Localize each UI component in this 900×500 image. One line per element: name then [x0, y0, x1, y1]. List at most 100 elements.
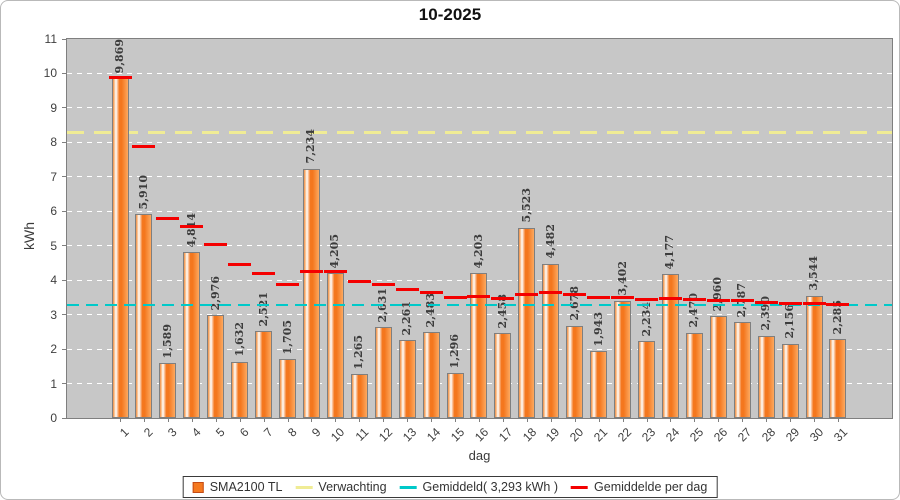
x-tick-label-22: 22 — [615, 425, 635, 445]
bar-value-label-day-22: 3,402 — [615, 261, 629, 296]
bar-day-27 — [733, 321, 751, 418]
verwachting-line-swatch-icon — [295, 485, 313, 489]
bar-value-label-day-1: 9,869 — [113, 39, 126, 73]
y-tick-mark-4 — [62, 279, 66, 281]
bar-day-3 — [159, 363, 177, 418]
bar-value-label-day-3: 1,589 — [160, 323, 174, 359]
bar-value-label-day-18: 5,523 — [519, 188, 533, 223]
gemiddeld-line-swatch-icon — [399, 485, 417, 489]
x-tick-mark-12 — [383, 419, 385, 422]
bar-day-1 — [111, 77, 129, 418]
bar-value-label-day-16: 4,203 — [471, 233, 485, 269]
y-tick-label-10: 10 — [43, 66, 57, 81]
bar-value-label-day-19: 4,482 — [543, 224, 557, 259]
x-tick-label-3: 3 — [165, 425, 180, 440]
bar-day-24 — [661, 274, 679, 418]
x-tick-label-10: 10 — [327, 425, 348, 445]
x-tick-mark-24 — [670, 419, 672, 422]
x-tick-mark-11 — [359, 419, 361, 422]
x-tick-mark-31 — [837, 419, 839, 422]
bar-value-label-day-7: 2,521 — [256, 291, 270, 327]
bar-value-label-day-8: 1,705 — [280, 319, 294, 355]
y-tick-label-3: 3 — [50, 307, 57, 322]
bar-day-9 — [302, 168, 320, 418]
gemiddelde-per-dag-segment-day-5 — [204, 243, 228, 247]
bar-day-19 — [542, 263, 560, 418]
bar-day-26 — [709, 316, 727, 418]
x-tick-label-11: 11 — [352, 425, 372, 444]
gemiddelde-per-dag-segment-day-11 — [347, 279, 371, 283]
x-tick-label-9: 9 — [308, 425, 324, 440]
gemiddelde-per-dag-line-swatch-icon — [571, 485, 589, 489]
bar-day-25 — [685, 332, 703, 418]
x-tick-mark-4 — [191, 419, 193, 422]
legend-item-gemiddeld: Gemiddeld( 3,293 kWh ) — [399, 480, 558, 494]
y-tick-label-5: 5 — [50, 238, 57, 253]
y-tick-mark-11 — [62, 38, 66, 40]
x-tick-mark-7 — [263, 419, 265, 422]
y-tick-mark-7 — [62, 176, 66, 178]
bar-value-label-day-21: 1,943 — [591, 311, 605, 347]
gemiddelde-per-dag-segment-day-30 — [802, 301, 826, 305]
bar-day-5 — [207, 315, 225, 418]
x-tick-mark-30 — [814, 419, 816, 422]
bar-value-label-day-4: 4,814 — [184, 212, 198, 248]
x-tick-mark-5 — [215, 419, 217, 422]
gemiddelde-per-dag-segment-day-12 — [371, 283, 395, 287]
bar-value-label-day-30: 3,544 — [807, 256, 821, 291]
gemiddelde-per-dag-segment-day-23 — [635, 297, 659, 301]
gemiddelde-per-dag-segment-day-16 — [467, 294, 491, 298]
gemiddelde-per-dag-segment-day-18 — [515, 292, 539, 296]
x-tick-label-27: 27 — [734, 425, 755, 445]
legend-series-label: SMA2100 TL — [209, 480, 283, 494]
x-tick-label-14: 14 — [423, 425, 444, 445]
x-tick-label-8: 8 — [284, 425, 300, 440]
bar-value-label-day-23: 2,234 — [639, 301, 653, 337]
y-tick-mark-0 — [62, 417, 66, 419]
bar-value-label-day-13: 2,261 — [400, 300, 414, 336]
chart-title: 10-2025 — [418, 5, 482, 24]
gridline-10 — [67, 72, 892, 74]
bar-day-7 — [255, 331, 273, 418]
x-tick-mark-19 — [550, 419, 552, 422]
y-tick-mark-1 — [62, 383, 66, 385]
bar-day-18 — [518, 227, 536, 418]
gemiddelde-per-dag-segment-day-8 — [276, 282, 300, 286]
gemiddelde-per-dag-segment-day-29 — [778, 302, 802, 306]
gemiddelde-per-dag-segment-day-10 — [323, 270, 347, 274]
x-tick-label-1: 1 — [117, 425, 132, 440]
x-tick-mark-26 — [718, 419, 720, 422]
legend: SMA2100 TL Verwachting Gemiddeld( 3,293 … — [182, 476, 718, 498]
x-tick-label-30: 30 — [806, 425, 826, 445]
x-tick-label-23: 23 — [639, 425, 659, 445]
gemiddelde-per-dag-segment-day-7 — [252, 272, 276, 276]
x-tick-label-24: 24 — [663, 425, 683, 445]
x-tick-label-17: 17 — [495, 425, 515, 445]
x-tick-mark-29 — [790, 419, 792, 422]
bar-value-label-day-9: 7,234 — [304, 129, 318, 164]
bar-day-31 — [829, 339, 847, 418]
bar-series-swatch-icon — [192, 481, 204, 493]
bar-day-22 — [614, 300, 632, 418]
bar-day-29 — [781, 343, 799, 418]
gemiddelde-per-dag-segment-day-26 — [706, 298, 730, 302]
x-tick-mark-20 — [574, 419, 576, 422]
bar-day-16 — [470, 273, 488, 418]
x-tick-mark-18 — [526, 419, 528, 422]
x-tick-label-12: 12 — [375, 425, 396, 445]
x-tick-label-13: 13 — [399, 425, 420, 445]
gemiddelde-per-dag-segment-day-19 — [539, 291, 563, 295]
gemiddelde-per-dag-segment-day-13 — [395, 287, 419, 291]
legend-item-gemiddelde-per-dag: Gemiddelde per dag — [571, 480, 707, 494]
x-tick-mark-1 — [120, 419, 121, 422]
x-tick-mark-21 — [598, 419, 600, 422]
bar-day-23 — [638, 341, 656, 418]
bar-day-30 — [805, 295, 823, 418]
x-tick-label-26: 26 — [710, 425, 731, 445]
x-tick-mark-9 — [311, 419, 313, 422]
legend-gemiddelde-per-dag-label: Gemiddelde per dag — [594, 480, 708, 494]
gemiddelde-per-dag-segment-day-21 — [587, 295, 611, 299]
x-tick-label-31: 31 — [830, 425, 850, 445]
bar-day-17 — [494, 333, 512, 418]
gemiddelde-per-dag-segment-day-2 — [132, 144, 156, 148]
